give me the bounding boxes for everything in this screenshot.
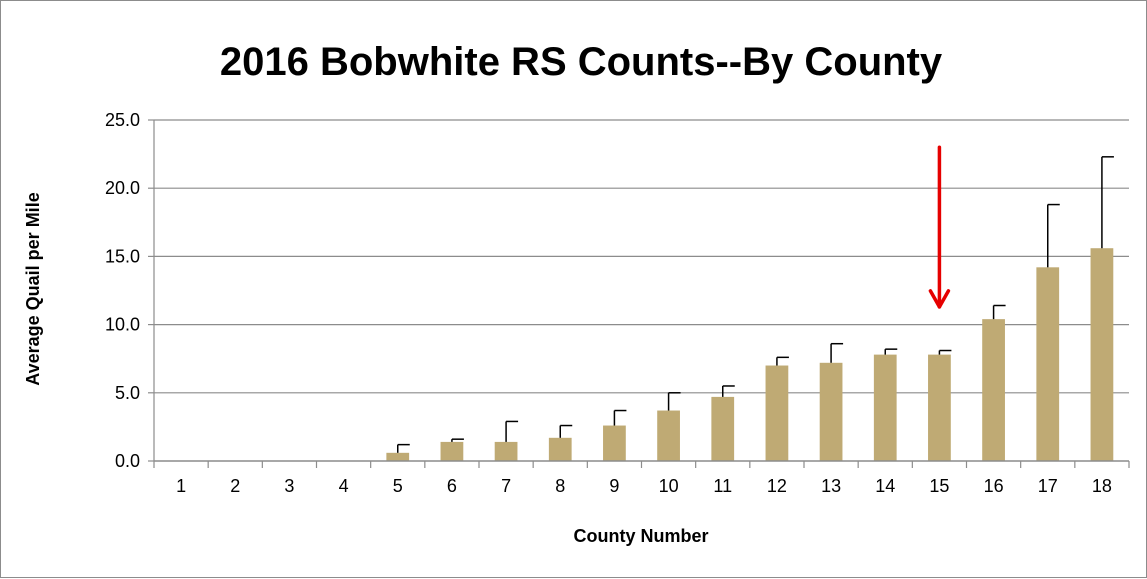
bar-county-16 — [982, 319, 1005, 461]
x-tick-label: 7 — [501, 476, 511, 496]
y-tick-label: 10.0 — [105, 315, 140, 335]
y-tick-label: 15.0 — [105, 246, 140, 266]
annotations — [928, 145, 951, 309]
x-tick-label: 9 — [609, 476, 619, 496]
bar-county-14 — [873, 354, 897, 461]
error-bar-county-7 — [505, 420, 519, 442]
x-tick-label: 8 — [555, 476, 565, 496]
bars — [386, 248, 1114, 461]
x-tick-label: 15 — [929, 476, 949, 496]
y-tick-label: 20.0 — [105, 178, 140, 198]
x-tick-label: 4 — [339, 476, 349, 496]
x-tick-label: 16 — [984, 476, 1004, 496]
bar-county-5 — [386, 452, 410, 461]
bar-county-8 — [548, 437, 572, 461]
bar-county-10 — [657, 410, 680, 461]
x-tick-label: 2 — [230, 476, 240, 496]
bar-county-6 — [440, 441, 464, 461]
x-tick-label: 1 — [176, 476, 186, 496]
error-bar-county-14 — [884, 348, 898, 355]
y-axis-title: Average Quail per Mile — [23, 192, 43, 385]
error-bar-county-5 — [397, 443, 410, 453]
bar-county-12 — [765, 365, 789, 461]
error-bar-county-12 — [776, 356, 789, 366]
arrow-annotation — [928, 145, 951, 309]
x-tick-label: 11 — [713, 476, 732, 496]
x-tick-label: 18 — [1092, 476, 1112, 496]
x-tick-label: 12 — [767, 476, 787, 496]
error-bar-county-6 — [451, 438, 464, 442]
error-bar-county-16 — [992, 304, 1006, 320]
x-axis-ticks: 1 2 3 4 5 6 7 8 9 10 11 12 13 14 15 16 17 18 — [153, 461, 1130, 496]
bar-county-18 — [1090, 248, 1114, 461]
bar-county-17 — [1036, 267, 1060, 461]
error-bar-county-15 — [938, 349, 952, 355]
x-tick-label: 10 — [659, 476, 679, 496]
x-tick-label: 5 — [393, 476, 403, 496]
bar-county-15 — [928, 354, 951, 461]
y-tick-label: 25.0 — [105, 110, 140, 130]
x-tick-label: 6 — [447, 476, 457, 496]
chart-title: 2016 Bobwhite RS Counts--By County — [220, 40, 943, 84]
bar-county-11 — [711, 396, 735, 461]
bar-county-9 — [603, 425, 626, 461]
y-axis-ticks: 0.0 5.0 10.0 15.0 20.0 25.0 — [105, 110, 155, 471]
error-bar-county-13 — [830, 342, 844, 363]
arrow-head — [928, 289, 951, 309]
x-tick-label: 3 — [284, 476, 294, 496]
y-tick-label: 0.0 — [115, 451, 140, 471]
error-bar-county-9 — [613, 409, 627, 426]
error-bar-county-10 — [667, 392, 681, 411]
gridlines — [154, 119, 1129, 394]
error-bar-county-8 — [559, 424, 573, 438]
bar-county-13 — [819, 362, 843, 461]
x-tick-label: 14 — [875, 476, 895, 496]
x-tick-label: 17 — [1038, 476, 1058, 496]
error-bar-county-11 — [722, 385, 735, 397]
error-bar-county-17 — [1047, 203, 1060, 268]
y-tick-label: 5.0 — [115, 383, 140, 403]
bar-county-7 — [494, 441, 518, 461]
x-tick-label: 13 — [821, 476, 841, 496]
error-bar-county-18 — [1101, 156, 1114, 249]
x-axis-title: County Number — [574, 526, 709, 546]
error-bars — [397, 156, 1114, 453]
